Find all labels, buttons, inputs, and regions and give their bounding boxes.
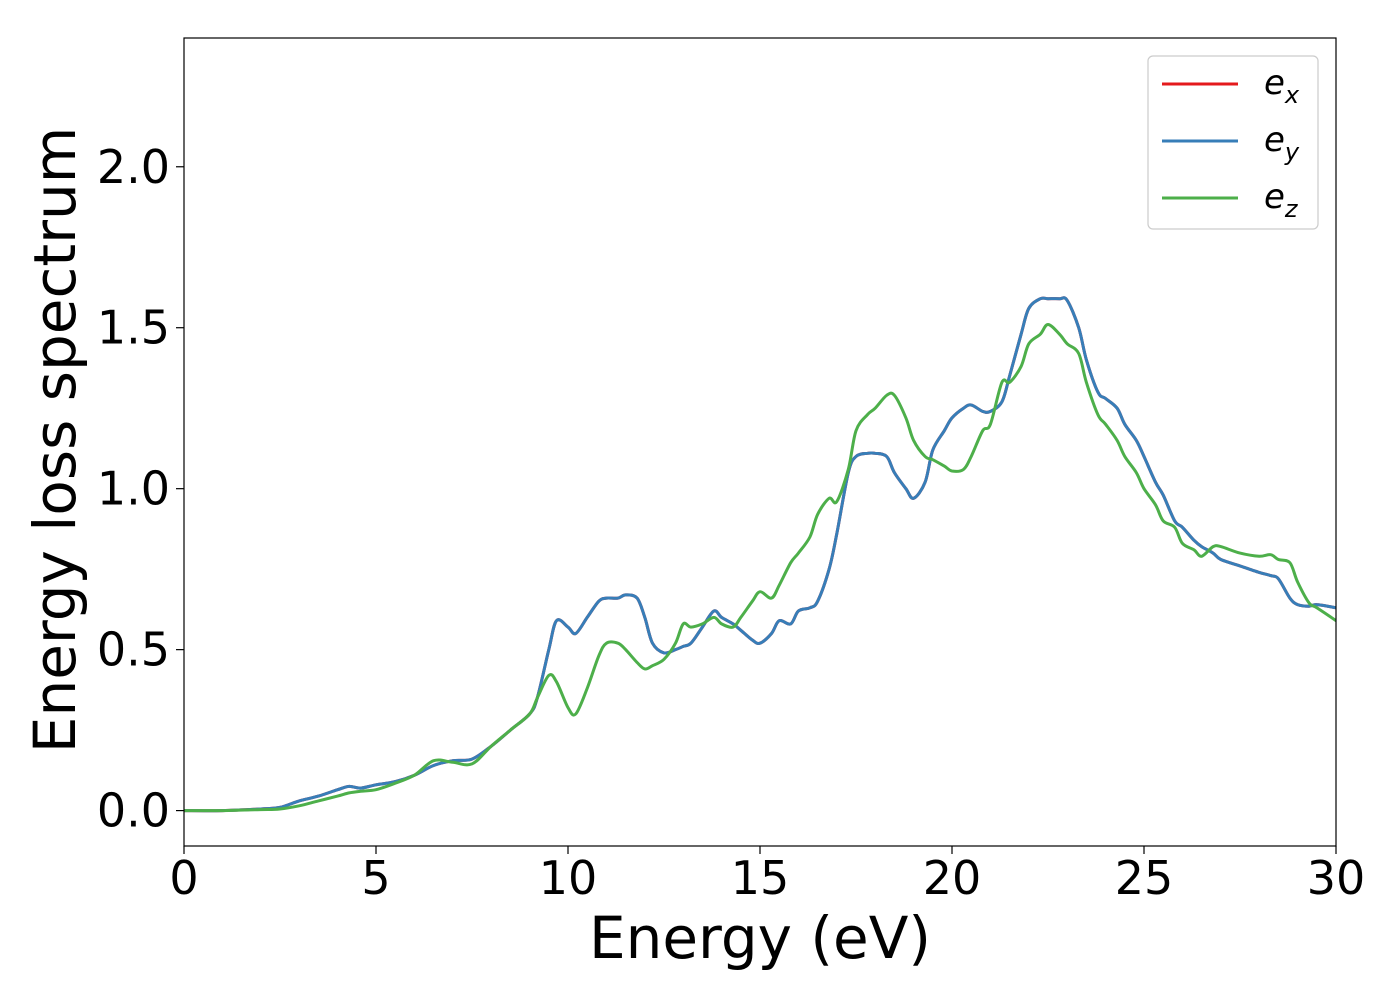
- x-tick-label: 20: [923, 851, 982, 905]
- x-axis-label: Energy (eV): [589, 904, 931, 972]
- x-tick-label: 5: [361, 851, 390, 905]
- legend-label-ex: ex: [1264, 63, 1300, 109]
- y-tick-label: 1.5: [97, 301, 170, 355]
- y-tick-label: 1.0: [97, 462, 170, 516]
- x-tick-label: 15: [731, 851, 790, 905]
- y-tick-label: 2.0: [97, 140, 170, 194]
- series-line-ez: [184, 323, 1336, 813]
- x-axis-ticks: 0 5 10 15 20 25 30: [169, 846, 1365, 905]
- y-axis-ticks: 0.0 0.5 1.0 1.5 2.0: [97, 140, 184, 838]
- legend: ex ey ez: [1147, 55, 1319, 230]
- x-tick-label: 30: [1307, 851, 1366, 905]
- y-tick-label: 0.0: [97, 784, 170, 838]
- y-axis-label: Energy loss spectrum: [21, 127, 89, 753]
- legend-label-ez: ez: [1264, 177, 1299, 223]
- x-tick-label: 25: [1115, 851, 1174, 905]
- y-tick-label: 0.5: [97, 623, 170, 677]
- legend-label-ey: ey: [1264, 120, 1300, 166]
- series-lines: [184, 296, 1336, 813]
- plot-area: [183, 37, 1337, 847]
- x-tick-label: 0: [169, 851, 198, 905]
- x-tick-label: 10: [539, 851, 598, 905]
